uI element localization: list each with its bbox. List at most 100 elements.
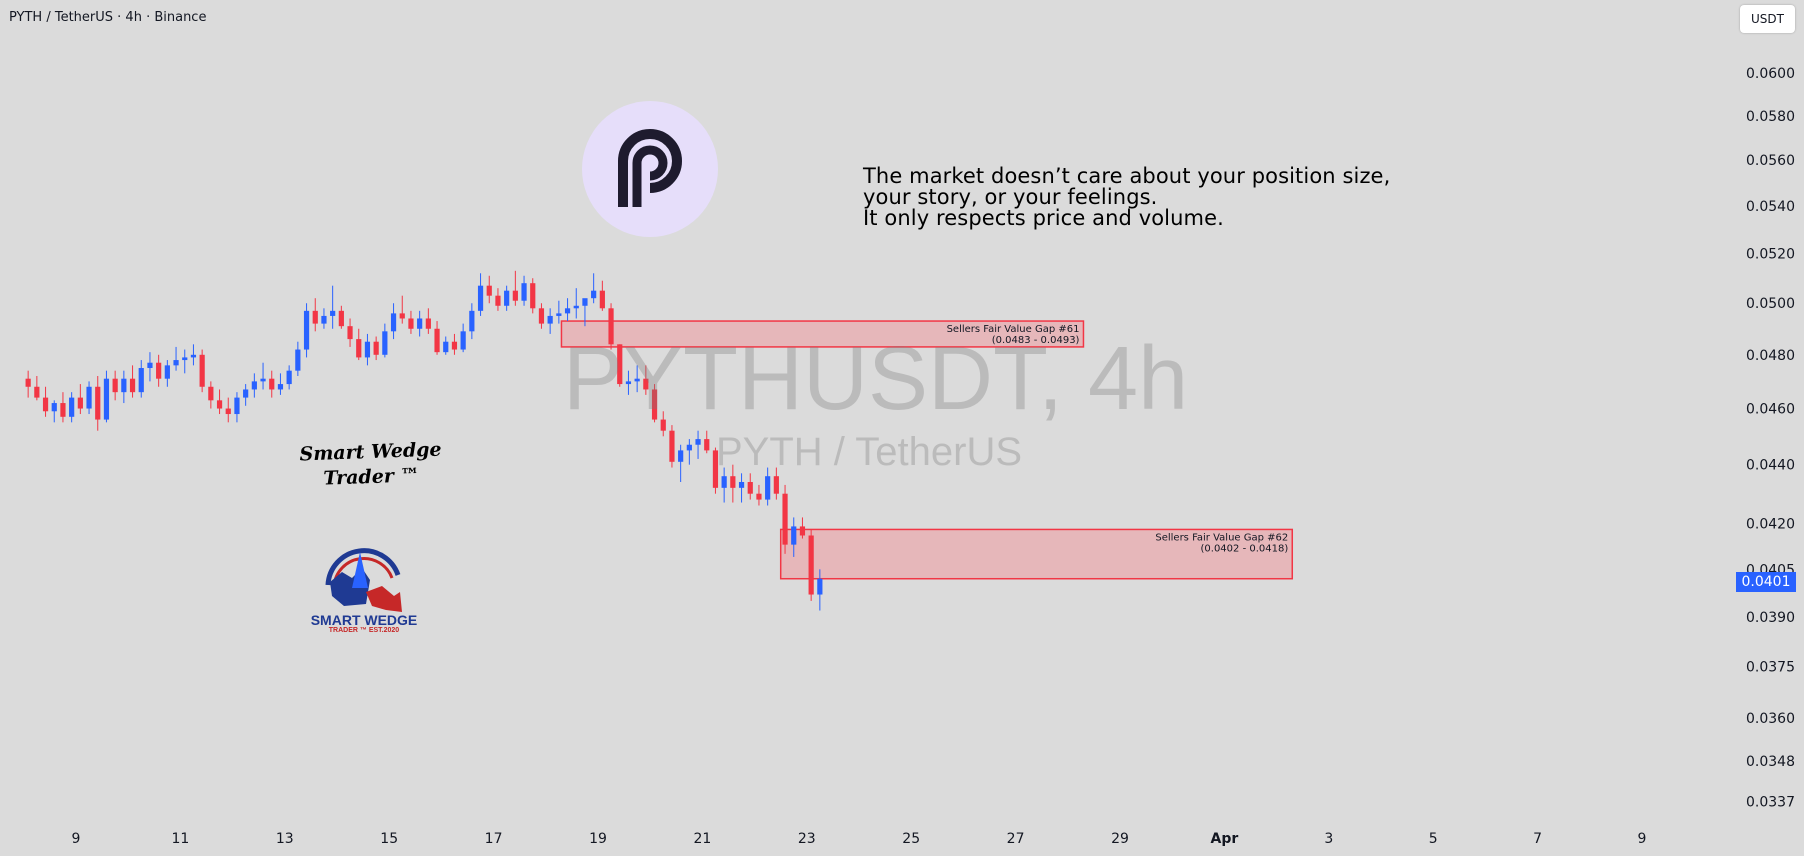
symbol-watermark-sub: PYTH / TetherUS [716, 430, 1023, 474]
time-tick-label: 15 [380, 831, 398, 847]
smart-wedge-bull-bear-logo-icon [325, 548, 402, 612]
time-tick-label: 7 [1533, 831, 1542, 847]
candle-body [573, 305, 579, 309]
candle-body [530, 283, 536, 309]
candle-body [112, 378, 118, 393]
pyth-logo-icon [582, 101, 718, 237]
last-price-label: 0.0401 [1736, 572, 1796, 592]
candle-body [182, 357, 188, 361]
candle-body [60, 403, 66, 417]
candle-body [408, 318, 414, 329]
candle-body [434, 328, 440, 353]
candle-body [173, 360, 179, 366]
candle-body [704, 439, 710, 451]
price-tick-label: 0.0560 [1746, 153, 1795, 169]
candle-body [234, 397, 240, 415]
candle-body [338, 310, 344, 327]
candle-body [582, 298, 588, 306]
candle-body [390, 313, 397, 332]
candle-body [382, 331, 388, 355]
time-tick-label: 29 [1111, 831, 1129, 847]
candle-body [51, 403, 57, 412]
candle-body [617, 344, 623, 385]
candle-body [791, 526, 797, 545]
time-axis[interactable]: 9 11 13 15 17 19 21 23 25 27 29 Apr 3 5 7 9 [72, 831, 1647, 847]
price-tick-label: 0.0337 [1746, 794, 1795, 810]
price-tick-label: 0.0460 [1746, 402, 1795, 418]
currency-button[interactable]: USDT [1740, 5, 1795, 33]
time-tick-label: 21 [693, 831, 711, 847]
time-tick-label: 19 [589, 831, 607, 847]
candle-body [773, 476, 779, 494]
candle-body [156, 362, 162, 379]
fvg-zones: Sellers Fair Value Gap #61(0.0483 - 0.04… [560, 320, 1294, 580]
candle-body [69, 397, 75, 417]
time-tick-label: 17 [485, 831, 503, 847]
candle-body [782, 493, 788, 545]
signature-line: Smart Wedge [299, 438, 442, 466]
candle-body [164, 365, 170, 379]
time-tick-label: 25 [902, 831, 920, 847]
candle-body [678, 450, 684, 462]
time-tick-label: 9 [1638, 831, 1647, 847]
candle-body [269, 378, 275, 390]
candle-body [312, 310, 318, 324]
candle-body [373, 341, 379, 355]
price-tick-label: 0.0390 [1746, 610, 1795, 626]
candle-body [286, 370, 292, 385]
time-tick-label: Apr [1211, 831, 1239, 847]
candle-body [660, 419, 666, 431]
candle-body [799, 526, 806, 536]
candle-body [477, 285, 484, 311]
price-tick-label: 0.0520 [1746, 247, 1795, 263]
candle-body [651, 389, 658, 420]
quote-text: The market doesn’t care about your posit… [863, 166, 1390, 229]
candle-body [643, 378, 649, 390]
candle-body [669, 430, 675, 462]
candle-body [686, 444, 692, 451]
candle-body [42, 397, 49, 412]
candle-body [512, 290, 518, 301]
price-tick-label: 0.0375 [1746, 660, 1795, 676]
price-tick-label: 0.0600 [1746, 66, 1795, 82]
symbol-watermark: PYTHUSDT, 4h [563, 329, 1189, 429]
candle-body [225, 408, 231, 415]
candle-body [625, 381, 632, 385]
candle-body [321, 315, 327, 324]
fvg-zone-box[interactable] [560, 320, 1085, 348]
time-tick-label: 13 [276, 831, 294, 847]
candle-body [199, 354, 205, 387]
candle-body [591, 290, 597, 299]
candle-body [808, 535, 814, 595]
price-axis[interactable]: 0.0600 0.0580 0.0560 0.0540 0.0520 0.0500 0.04… [1746, 66, 1795, 810]
signature-line: Trader ™ [323, 464, 420, 490]
candle-body [599, 290, 605, 309]
candles-series [25, 270, 823, 611]
quote-line: It only respects price and volume. [863, 206, 1224, 230]
candle-body [730, 476, 736, 488]
price-tick-label: 0.0420 [1746, 516, 1795, 532]
candle-body [538, 308, 545, 324]
candle-body [521, 283, 527, 301]
candle-body [504, 290, 510, 306]
price-tick-label: 0.0480 [1746, 348, 1795, 364]
candle-body [243, 389, 249, 398]
price-tick-label: 0.0440 [1746, 458, 1795, 474]
candle-body [738, 482, 745, 488]
brand-name: SMART WEDGE [310, 612, 418, 628]
candle-body [190, 354, 197, 358]
candle-body [712, 450, 719, 488]
candle-body [486, 285, 492, 296]
candle-body [147, 362, 153, 369]
candle-body [721, 476, 727, 488]
candle-body [817, 578, 823, 595]
candle-body [138, 368, 144, 393]
candle-body [364, 341, 371, 358]
time-tick-label: 11 [171, 831, 189, 847]
candle-body [330, 310, 336, 316]
fvg-zone-box[interactable] [779, 528, 1294, 580]
time-tick-label: 23 [798, 831, 816, 847]
candle-body [86, 386, 92, 409]
fvg-zone-range: (0.0483 - 0.0493) [992, 335, 1080, 346]
